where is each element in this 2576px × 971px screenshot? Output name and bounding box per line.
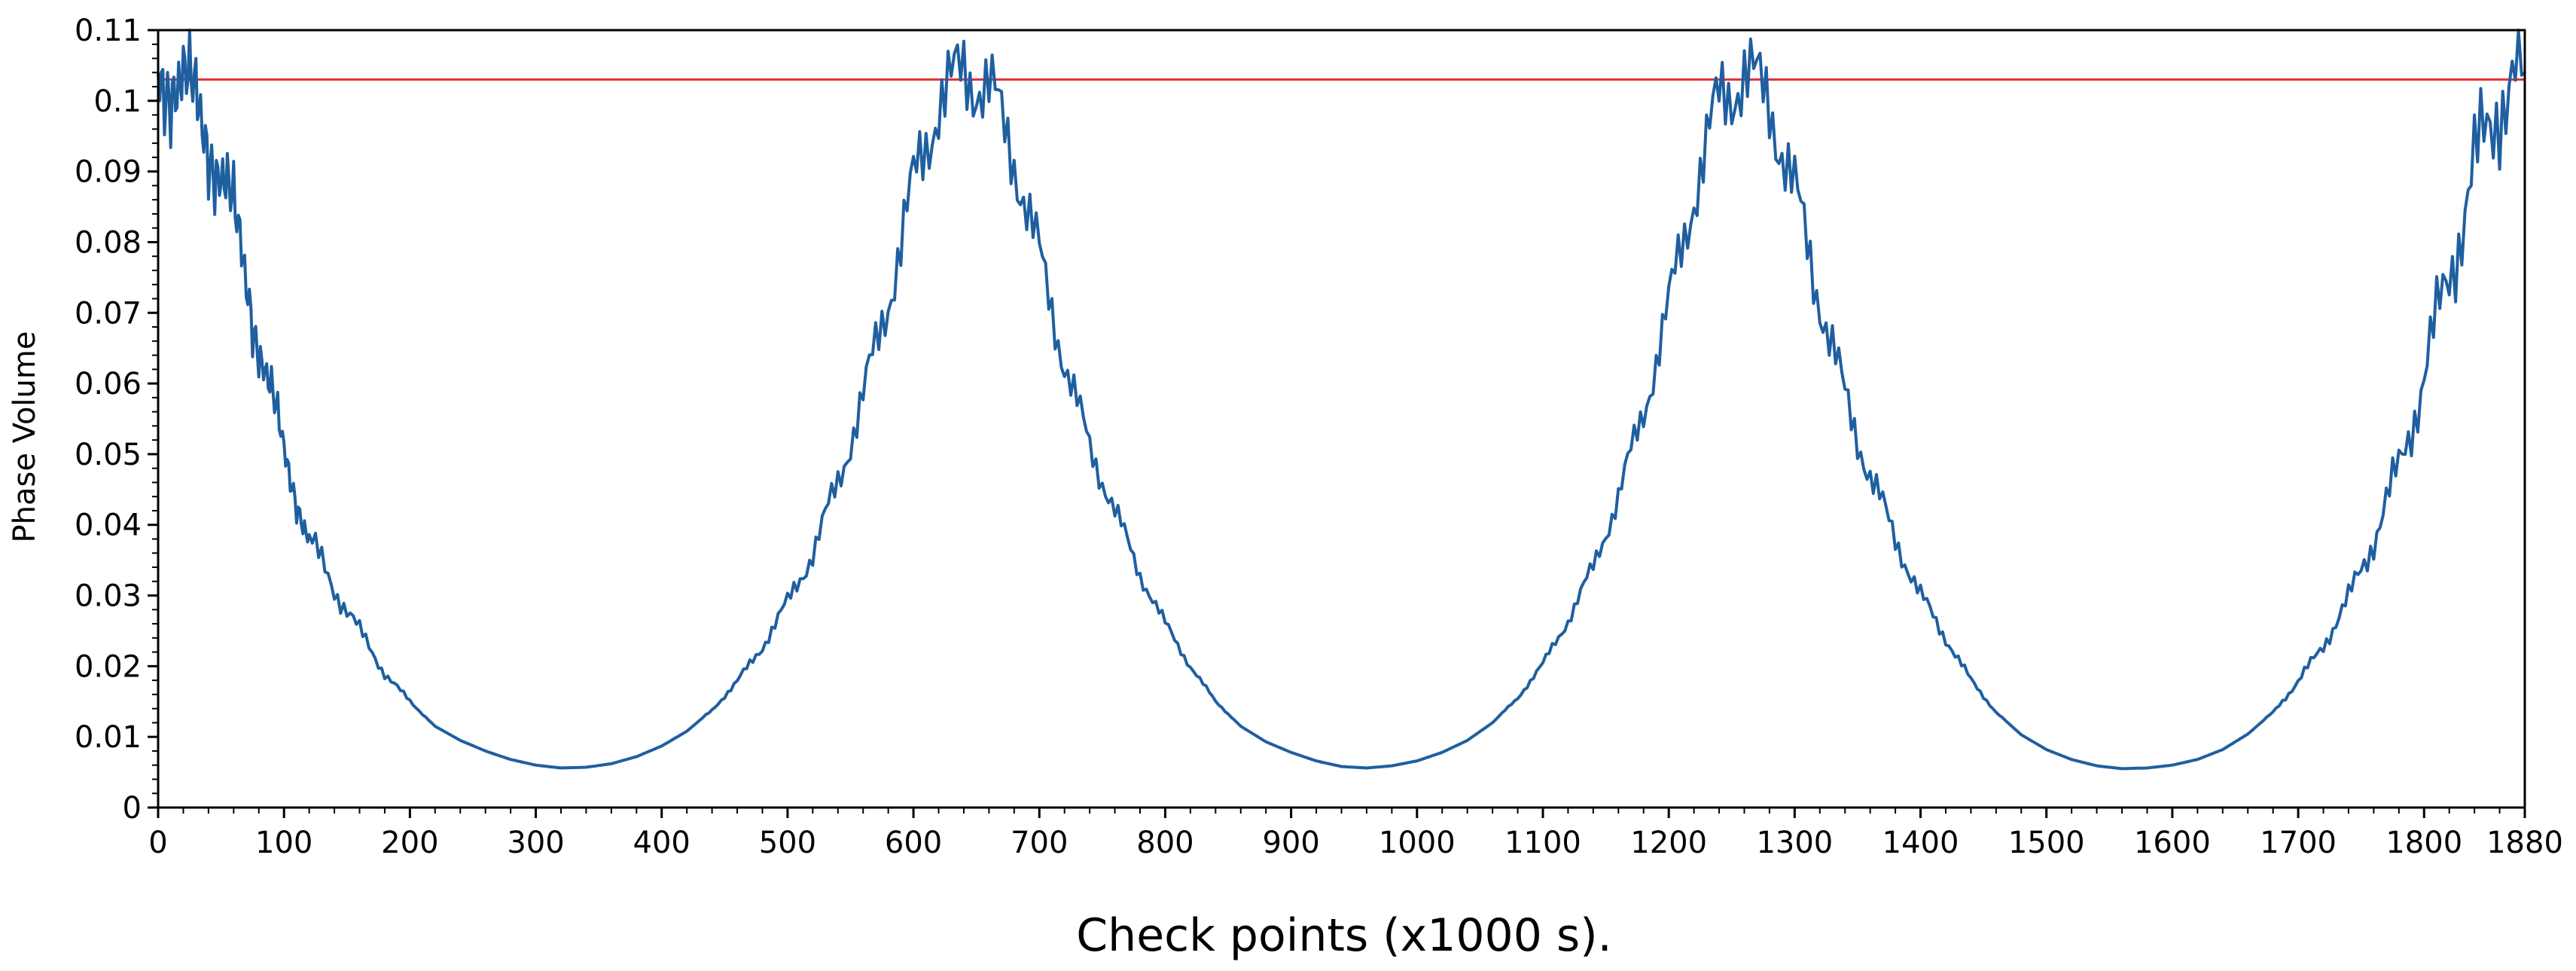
y-tick-label: 0.09 [75,155,142,190]
x-tick-label: 100 [255,826,312,860]
x-tick-label: 0 [148,826,167,860]
y-tick-label: 0.01 [75,720,142,755]
y-tick-label: 0.07 [75,296,142,331]
x-tick-label: 400 [633,826,690,860]
x-tick-label: 1400 [1882,826,1959,860]
y-tick-label: 0.08 [75,225,142,260]
x-tick-label: 1500 [2008,826,2085,860]
x-axis-title: Check points (x1000 s). [1076,909,1611,962]
y-tick-label: 0.03 [75,579,142,614]
x-tick-label: 900 [1262,826,1319,860]
x-tick-label: 500 [759,826,816,860]
x-tick-label: 1100 [1504,826,1581,860]
x-tick-label: 700 [1011,826,1068,860]
x-tick-label: 1800 [2385,826,2462,860]
x-tick-label: 1700 [2260,826,2337,860]
x-tick-label: 800 [1136,826,1193,860]
x-tick-label: 300 [507,826,564,860]
x-tick-label: 200 [381,826,438,860]
x-tick-label: 1600 [2134,826,2211,860]
y-tick-label: 0.1 [93,84,142,119]
plot-frame [157,29,2526,809]
y-tick-label: 0.11 [75,14,142,48]
series-line [157,29,2526,771]
x-tick-label: 1300 [1756,826,1833,860]
x-tick-label: 600 [885,826,942,860]
y-tick-label: 0.06 [75,367,142,402]
y-tick-label: 0.04 [75,508,142,543]
x-tick-label: 1880 [2486,826,2563,860]
y-tick-label: 0 [123,791,142,826]
y-tick-label: 0.02 [75,649,142,684]
y-tick-label: 0.05 [75,438,142,472]
y-axis-title: Phase Volume [8,331,42,543]
x-tick-label: 1200 [1630,826,1707,860]
x-tick-label: 1000 [1379,826,1456,860]
